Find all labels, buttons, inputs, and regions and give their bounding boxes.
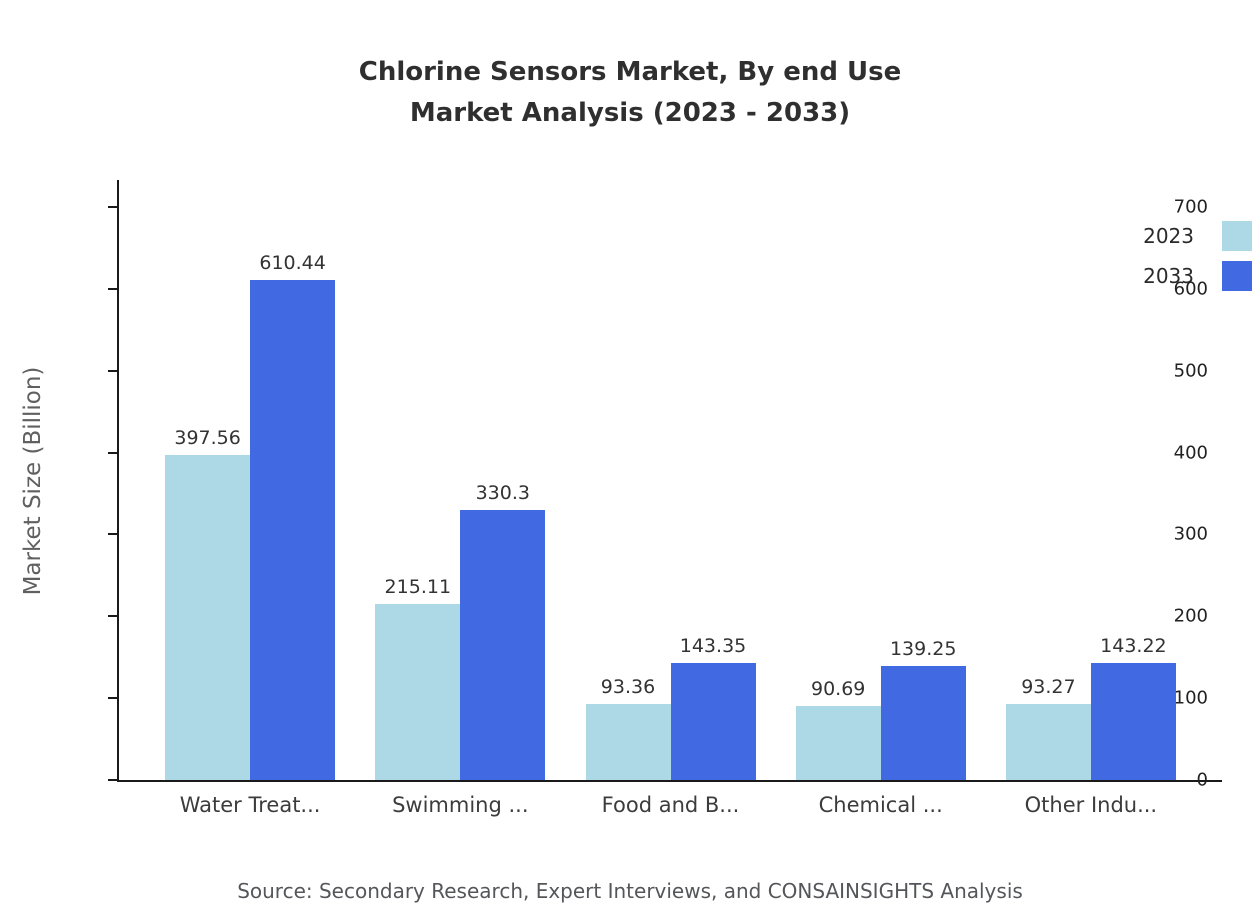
x-category-label: Swimming ... xyxy=(392,793,529,817)
y-tick-mark xyxy=(108,697,117,700)
bar-2023-food-and-b-[interactable] xyxy=(585,703,671,780)
legend-label-2033: 2033 xyxy=(1143,264,1194,288)
plot-area: 0 100 200 300 400 500 600 700 397.56 610.44 Water … xyxy=(108,180,1222,817)
x-category-label: Water Treat... xyxy=(179,793,321,817)
legend-label-2023: 2023 xyxy=(1143,224,1194,248)
x-category-label: Chemical ... xyxy=(818,793,943,817)
source-text: Source: Secondary Research, Expert Inter… xyxy=(237,879,1023,903)
chart-title-line1: Chlorine Sensors Market, By end Use xyxy=(358,57,902,87)
bar-2033-food-and-b-[interactable] xyxy=(670,662,756,780)
y-tick-label: 100 xyxy=(1173,687,1208,709)
bar-value-label: 93.36 xyxy=(600,675,656,698)
legend-swatch-2023 xyxy=(1222,221,1252,251)
bar-2023-other-indu-[interactable] xyxy=(1005,703,1091,780)
chart-title-line2: Market Analysis (2023 - 2033) xyxy=(409,98,851,128)
legend: 2023 2033 xyxy=(1143,221,1252,291)
bar-2023-water-treat-[interactable] xyxy=(165,454,251,780)
y-tick-label: 400 xyxy=(1173,442,1208,464)
y-tick-label: 300 xyxy=(1173,523,1208,545)
bar-value-label: 397.56 xyxy=(174,426,241,449)
y-tick-mark xyxy=(108,287,117,290)
y-tick-label: 700 xyxy=(1173,196,1208,218)
legend-item-2033[interactable]: 2033 xyxy=(1143,261,1252,291)
bar-2023-swimming-[interactable] xyxy=(375,603,461,780)
bar-value-label: 139.25 xyxy=(889,638,957,661)
y-tick-label: 200 xyxy=(1173,605,1208,627)
y-tick-mark xyxy=(108,369,117,372)
x-category-label: Food and B... xyxy=(601,793,740,817)
y-tick-mark xyxy=(108,533,117,536)
bar-2033-swimming-[interactable] xyxy=(460,509,546,780)
legend-item-2023[interactable]: 2023 xyxy=(1143,221,1252,251)
bar-value-label: 330.3 xyxy=(475,481,530,504)
y-tick-label: 0 xyxy=(1196,769,1208,791)
y-tick-mark xyxy=(108,451,117,454)
bar-value-label: 215.11 xyxy=(384,575,452,598)
bar-2023-chemical-[interactable] xyxy=(795,705,881,780)
y-tick-mark xyxy=(108,615,117,618)
bar-2033-water-treat-[interactable] xyxy=(250,280,336,780)
legend-swatch-2033 xyxy=(1222,261,1252,291)
bar-value-label: 93.27 xyxy=(1021,675,1076,698)
y-tick-mark xyxy=(108,779,117,781)
bar-value-label: 143.35 xyxy=(679,634,747,657)
bar-value-label: 610.44 xyxy=(259,252,326,275)
y-tick-mark xyxy=(108,206,117,208)
x-category-label: Other Indu... xyxy=(1024,793,1158,817)
bar-2033-chemical-[interactable] xyxy=(880,666,966,780)
chart-title: Chlorine Sensors Market, By end Use Mark… xyxy=(0,52,1260,134)
y-tick-label: 500 xyxy=(1173,360,1208,382)
bar-value-label: 90.69 xyxy=(810,677,866,700)
bar-2033-other-indu-[interactable] xyxy=(1090,662,1176,780)
y-tick-label: 600 xyxy=(1173,278,1208,300)
bar-value-label: 143.22 xyxy=(1100,634,1167,657)
